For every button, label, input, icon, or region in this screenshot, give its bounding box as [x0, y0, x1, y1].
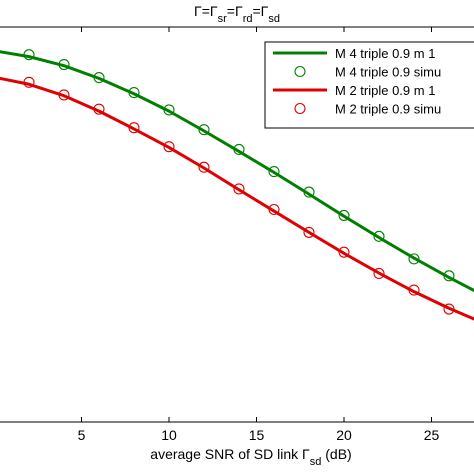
x-tick-label: 25 — [424, 427, 440, 443]
x-tick-label: 5 — [78, 427, 86, 443]
series-4-marker — [408, 284, 420, 296]
series-2-marker — [128, 87, 140, 99]
series-4-marker — [128, 122, 140, 134]
series-4-marker — [93, 103, 105, 115]
series-3-line — [0, 76, 474, 321]
plot-frame — [0, 26, 474, 423]
series-2-marker — [58, 58, 70, 71]
series-1-line — [0, 50, 474, 293]
legend-entry-4-label: M 2 triple 0.9 simu — [335, 102, 441, 117]
series-4-marker — [163, 141, 175, 153]
series-2-marker — [268, 166, 280, 178]
series-2-marker — [93, 72, 105, 84]
series-4-marker — [233, 183, 245, 195]
series-2-marker — [443, 270, 455, 282]
legend-entry-4: M 2 triple 0.9 simu — [294, 102, 441, 117]
x-axis-title: average SNR of SD link Γsd (dB) — [150, 446, 351, 468]
plot-series — [0, 49, 474, 321]
series-2-marker — [163, 104, 175, 116]
series-2-marker — [23, 49, 35, 61]
legend-entry-2: M 4 triple 0.9 simu — [294, 65, 441, 80]
series-4-marker — [23, 76, 35, 88]
legend-entry-2-marker — [294, 65, 306, 78]
legend: M 4 triple 0.9 m 1 M 4 triple 0.9 simu M 2… — [264, 41, 474, 129]
legend-entry-3-label: M 2 triple 0.9 m 1 — [335, 83, 435, 98]
series-4-marker — [373, 267, 385, 280]
series-4-marker — [303, 226, 315, 238]
x-tick-label: 10 — [161, 427, 177, 443]
series-4-marker — [198, 161, 210, 173]
series-4-marker — [58, 89, 70, 101]
x-tick-label: 15 — [249, 427, 265, 443]
series-2-marker — [408, 253, 420, 265]
series-4-marker — [268, 203, 280, 216]
x-tick-label: 20 — [336, 427, 352, 443]
chart-title: Γ=Γsr=Γrd=Γsd — [194, 3, 280, 25]
x-axis-ticks: 5 10 15 20 25 — [78, 27, 440, 443]
series-2-marker — [233, 143, 245, 155]
legend-entry-3: M 2 triple 0.9 m 1 — [273, 83, 435, 98]
series-2-marker — [303, 186, 315, 198]
series-2-marker — [373, 230, 385, 242]
legend-entry-1: M 4 triple 0.9 m 1 — [273, 46, 435, 61]
legend-entry-4-marker — [294, 102, 306, 115]
series-2-marker — [338, 209, 350, 221]
series-4-marker — [443, 303, 455, 315]
legend-entry-2-label: M 4 triple 0.9 simu — [335, 65, 441, 80]
series-4-marker — [338, 246, 350, 258]
legend-entry-1-label: M 4 triple 0.9 m 1 — [335, 46, 435, 61]
series-2-marker — [198, 124, 210, 136]
